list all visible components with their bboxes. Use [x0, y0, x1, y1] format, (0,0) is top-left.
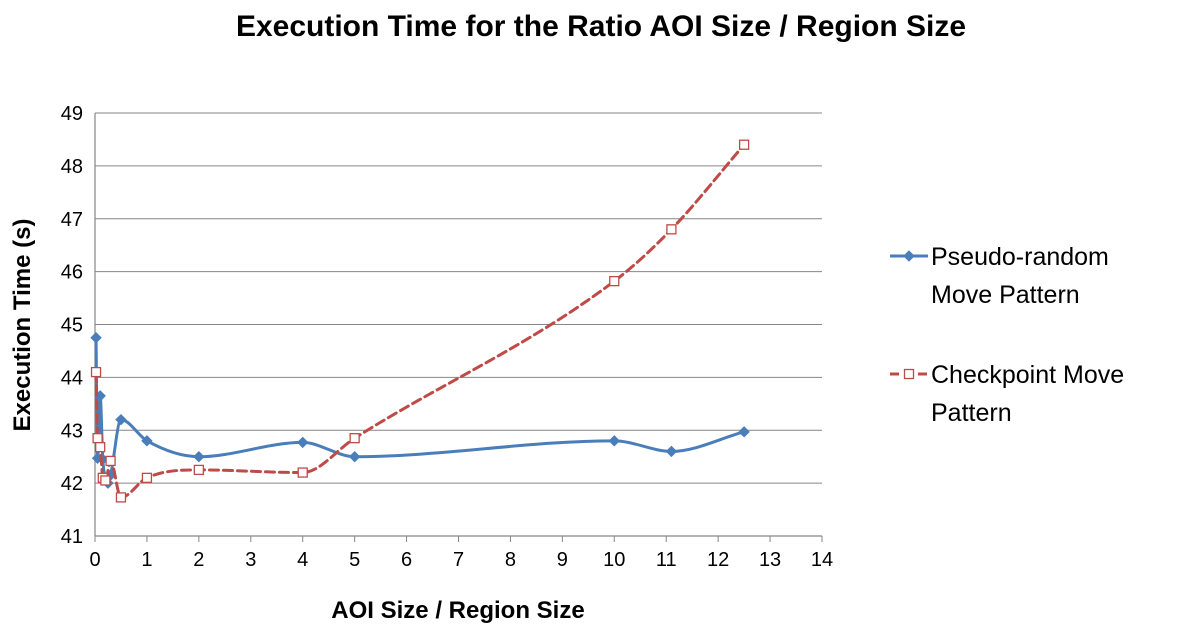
data-point-pseudo-random	[297, 436, 309, 449]
y-tick-label: 48	[61, 156, 83, 178]
data-point-checkpoint	[105, 455, 116, 467]
y-tick-label: 42	[61, 473, 83, 495]
x-tick-label: 5	[349, 549, 360, 571]
legend-marker-checkpoint	[903, 368, 915, 380]
legend-label-pseudo-random: Pseudo-random	[931, 243, 1109, 271]
y-tick-label: 46	[61, 262, 83, 284]
y-tick-label: 45	[61, 315, 83, 337]
gridlines	[95, 112, 822, 484]
x-tick-label: 0	[89, 549, 100, 571]
y-tick-label: 49	[61, 103, 83, 125]
data-point-checkpoint	[115, 492, 127, 503]
data-point-checkpoint	[349, 433, 360, 444]
data-point-checkpoint	[297, 467, 308, 478]
x-tick-label: 9	[557, 549, 568, 571]
axes	[94, 113, 823, 542]
x-tick-label: 14	[811, 549, 833, 571]
x-tick-label: 12	[707, 549, 729, 571]
y-axis-title: Execution Time (s)	[9, 219, 36, 432]
y-tick-labels: 41 42 43 44 45 46 47 48 49	[61, 103, 83, 548]
chart-title: Execution Time for the Ratio AOI Size / …	[236, 10, 966, 43]
x-tick-label: 6	[401, 549, 412, 571]
x-tick-label: 11	[656, 549, 677, 571]
data-point-pseudo-random	[141, 435, 153, 447]
series-line-pseudo-random	[94, 336, 746, 485]
data-point-checkpoint	[92, 433, 103, 444]
x-tick-label: 7	[453, 549, 464, 571]
legend-label-checkpoint: Pattern	[931, 399, 1012, 427]
series-group	[90, 139, 750, 503]
x-tick-label: 1	[141, 549, 152, 571]
legend-label-checkpoint: Checkpoint Move	[931, 361, 1124, 389]
x-tick-label: 4	[297, 549, 308, 571]
y-tick-label: 43	[61, 420, 83, 442]
data-point-pseudo-random	[90, 332, 102, 344]
legend-label-pseudo-random: Move Pattern	[931, 281, 1080, 309]
series-checkpoint	[90, 139, 750, 503]
y-tick-label: 44	[61, 367, 83, 389]
x-tick-label: 13	[759, 549, 781, 571]
data-point-checkpoint	[666, 224, 677, 235]
data-point-checkpoint	[141, 472, 153, 483]
data-point-pseudo-random	[348, 450, 361, 463]
y-tick-label: 47	[61, 209, 83, 231]
legend: Pseudo-random Move Pattern Checkpoint Move…	[890, 243, 1124, 427]
data-point-checkpoint	[609, 275, 620, 287]
series-pseudo-random	[90, 332, 750, 489]
data-point-pseudo-random	[608, 435, 620, 447]
y-tick-label: 41	[61, 526, 83, 548]
legend-entry-pseudo-random: Pseudo-random Move Pattern	[890, 243, 1109, 309]
x-tick-labels: 0 1 2 3 4 5 6 7 8 9 10 11 12 13 14	[89, 549, 833, 571]
data-point-checkpoint	[193, 464, 205, 476]
x-tick-label: 3	[245, 549, 256, 571]
data-point-pseudo-random	[115, 413, 127, 426]
legend-marker-pseudo-random	[903, 250, 915, 262]
data-point-pseudo-random	[738, 426, 750, 438]
x-tick-label: 10	[603, 549, 625, 571]
data-point-pseudo-random	[193, 450, 205, 463]
data-point-checkpoint	[738, 139, 750, 150]
data-point-pseudo-random	[665, 445, 678, 458]
legend-entry-checkpoint: Checkpoint Move Pattern	[890, 361, 1124, 427]
x-axis-title: AOI Size / Region Size	[331, 597, 584, 624]
data-point-checkpoint	[95, 442, 106, 453]
data-point-checkpoint	[90, 366, 102, 378]
x-tick-label: 2	[193, 549, 204, 571]
x-tick-label: 8	[505, 549, 516, 571]
series-line-checkpoint	[94, 143, 746, 499]
data-point-checkpoint	[100, 475, 111, 486]
